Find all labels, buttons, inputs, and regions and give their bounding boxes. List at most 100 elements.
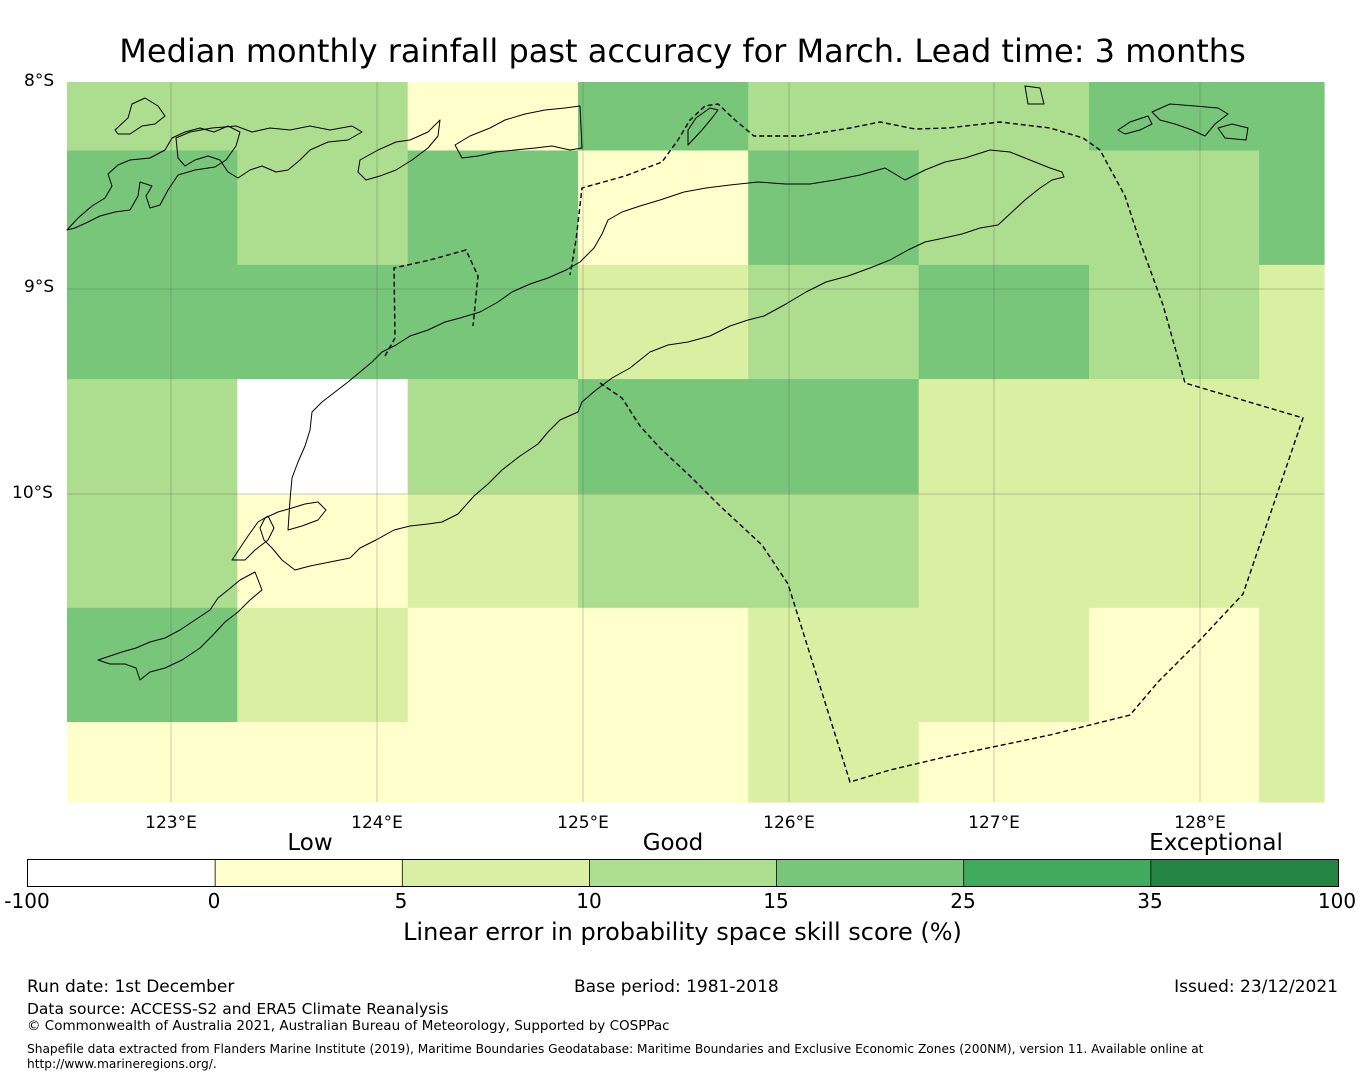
shapefile-credit-line1: Shapefile data extracted from Flanders M…: [27, 1042, 1204, 1056]
skill-cell: [1089, 607, 1260, 723]
timor-north-coast: [259, 149, 1065, 571]
skill-cell: [1089, 82, 1260, 152]
colorbar-frame: [27, 859, 1339, 887]
skill-grid-cells: [67, 82, 1325, 803]
atauro-coastline: [687, 107, 719, 146]
skill-cell: [1259, 722, 1325, 803]
map-gridlines: [67, 82, 1324, 802]
flores-coastline: [66, 125, 241, 231]
lon-label-126e: 126°E: [763, 813, 815, 833]
skill-cell: [1259, 607, 1325, 723]
colorbar-segment: [215, 860, 403, 886]
skill-cell: [407, 264, 579, 380]
skill-cell: [578, 379, 749, 495]
sumba-south-coastline: [97, 571, 263, 681]
skill-cell: [578, 607, 749, 723]
wetar-coastline: [454, 105, 583, 159]
lakor-coastline: [1217, 123, 1249, 141]
skill-cell: [1089, 264, 1260, 380]
skill-cell: [67, 264, 238, 380]
tick-label-15: 15: [763, 889, 789, 913]
skill-cell: [578, 722, 749, 803]
skill-cell: [407, 493, 579, 609]
skill-cell: [407, 150, 579, 266]
skill-cell: [1089, 379, 1260, 495]
skill-cell: [748, 264, 920, 380]
colorbar-title: Linear error in probability space skill …: [403, 918, 962, 946]
category-label-low: Low: [287, 830, 333, 856]
oecusse-boundary: [384, 249, 479, 357]
base-period: Base period: 1981-2018: [574, 977, 779, 997]
shapefile-credit-line2: http://www.marineregions.org/.: [27, 1057, 217, 1071]
tick-label-25: 25: [950, 889, 976, 913]
skill-cell: [237, 264, 409, 380]
skill-cell: [1259, 150, 1325, 266]
kisar-coastline: [1024, 85, 1045, 105]
skill-cell: [918, 379, 1090, 495]
skill-cell: [748, 82, 920, 152]
skill-cell: [748, 379, 920, 495]
skill-cell: [67, 493, 238, 609]
coastlines: [66, 85, 1249, 681]
skill-cell: [237, 150, 409, 266]
lon-label-127e: 127°E: [968, 813, 1020, 833]
skill-cell: [407, 607, 579, 723]
skill-cell: [918, 493, 1090, 609]
moa-coastline: [1151, 103, 1229, 137]
skill-cell: [748, 607, 920, 723]
tick-label-10: 10: [576, 889, 602, 913]
lon-label-128e: 128°E: [1174, 813, 1226, 833]
data-source: Data source: ACCESS-S2 and ERA5 Climate …: [27, 1000, 449, 1018]
skill-cell: [1089, 493, 1260, 609]
skill-cell: [1089, 150, 1260, 266]
skill-cell: [918, 82, 1090, 152]
colorbar-segment: [589, 860, 777, 886]
colorbar-segment: [776, 860, 964, 886]
skill-cell: [237, 722, 409, 803]
skill-cell: [67, 722, 238, 803]
tick-label-35: 35: [1137, 889, 1163, 913]
tick-label-minus100: -100: [4, 889, 50, 913]
tick-label-100: 100: [1317, 889, 1357, 913]
lat-label-9s: 9°S: [24, 277, 55, 297]
category-label-exceptional: Exceptional: [1149, 830, 1283, 856]
copyright: © Commonwealth of Australia 2021, Austra…: [27, 1018, 670, 1034]
skill-cell: [237, 82, 409, 152]
colorbar: [27, 859, 1339, 887]
tick-label-5: 5: [394, 889, 408, 913]
skill-cell: [918, 607, 1090, 723]
skill-cell: [237, 607, 409, 723]
skill-cell: [67, 379, 238, 495]
skill-cell: [1259, 264, 1325, 380]
skill-cell: [1259, 82, 1325, 152]
skill-cell: [1259, 379, 1325, 495]
rote-coastline: [231, 515, 275, 561]
colorbar-segment: [28, 860, 216, 886]
skill-cell: [67, 150, 238, 266]
skill-cell: [918, 722, 1090, 803]
skill-cell: [237, 493, 409, 609]
adonara-coastline: [175, 125, 363, 179]
issued-date: Issued: 23/12/2021: [1174, 977, 1338, 997]
alor-coastline: [357, 119, 441, 181]
skill-cell: [748, 150, 920, 266]
skill-cell: [578, 82, 749, 152]
skill-cell: [748, 493, 920, 609]
skill-cell: [407, 82, 579, 152]
skill-cell: [1259, 493, 1325, 609]
skill-cell: [67, 82, 238, 152]
skill-cell: [918, 150, 1090, 266]
colorbar-segment: [963, 860, 1151, 886]
skill-cell: [237, 379, 409, 495]
lat-label-10s: 10°S: [12, 483, 53, 503]
timor-leste-eez-boundary: [569, 103, 1304, 783]
skill-cell: [748, 722, 920, 803]
category-label-good: Good: [642, 830, 704, 856]
lat-label-8s: 8°S: [24, 71, 55, 91]
lon-label-125e: 125°E: [557, 813, 609, 833]
skill-cell: [407, 722, 579, 803]
colorbar-segment: [1150, 860, 1338, 886]
skill-cell: [407, 379, 579, 495]
skill-map: [66, 82, 1325, 803]
pantar-coastline: [114, 97, 166, 135]
